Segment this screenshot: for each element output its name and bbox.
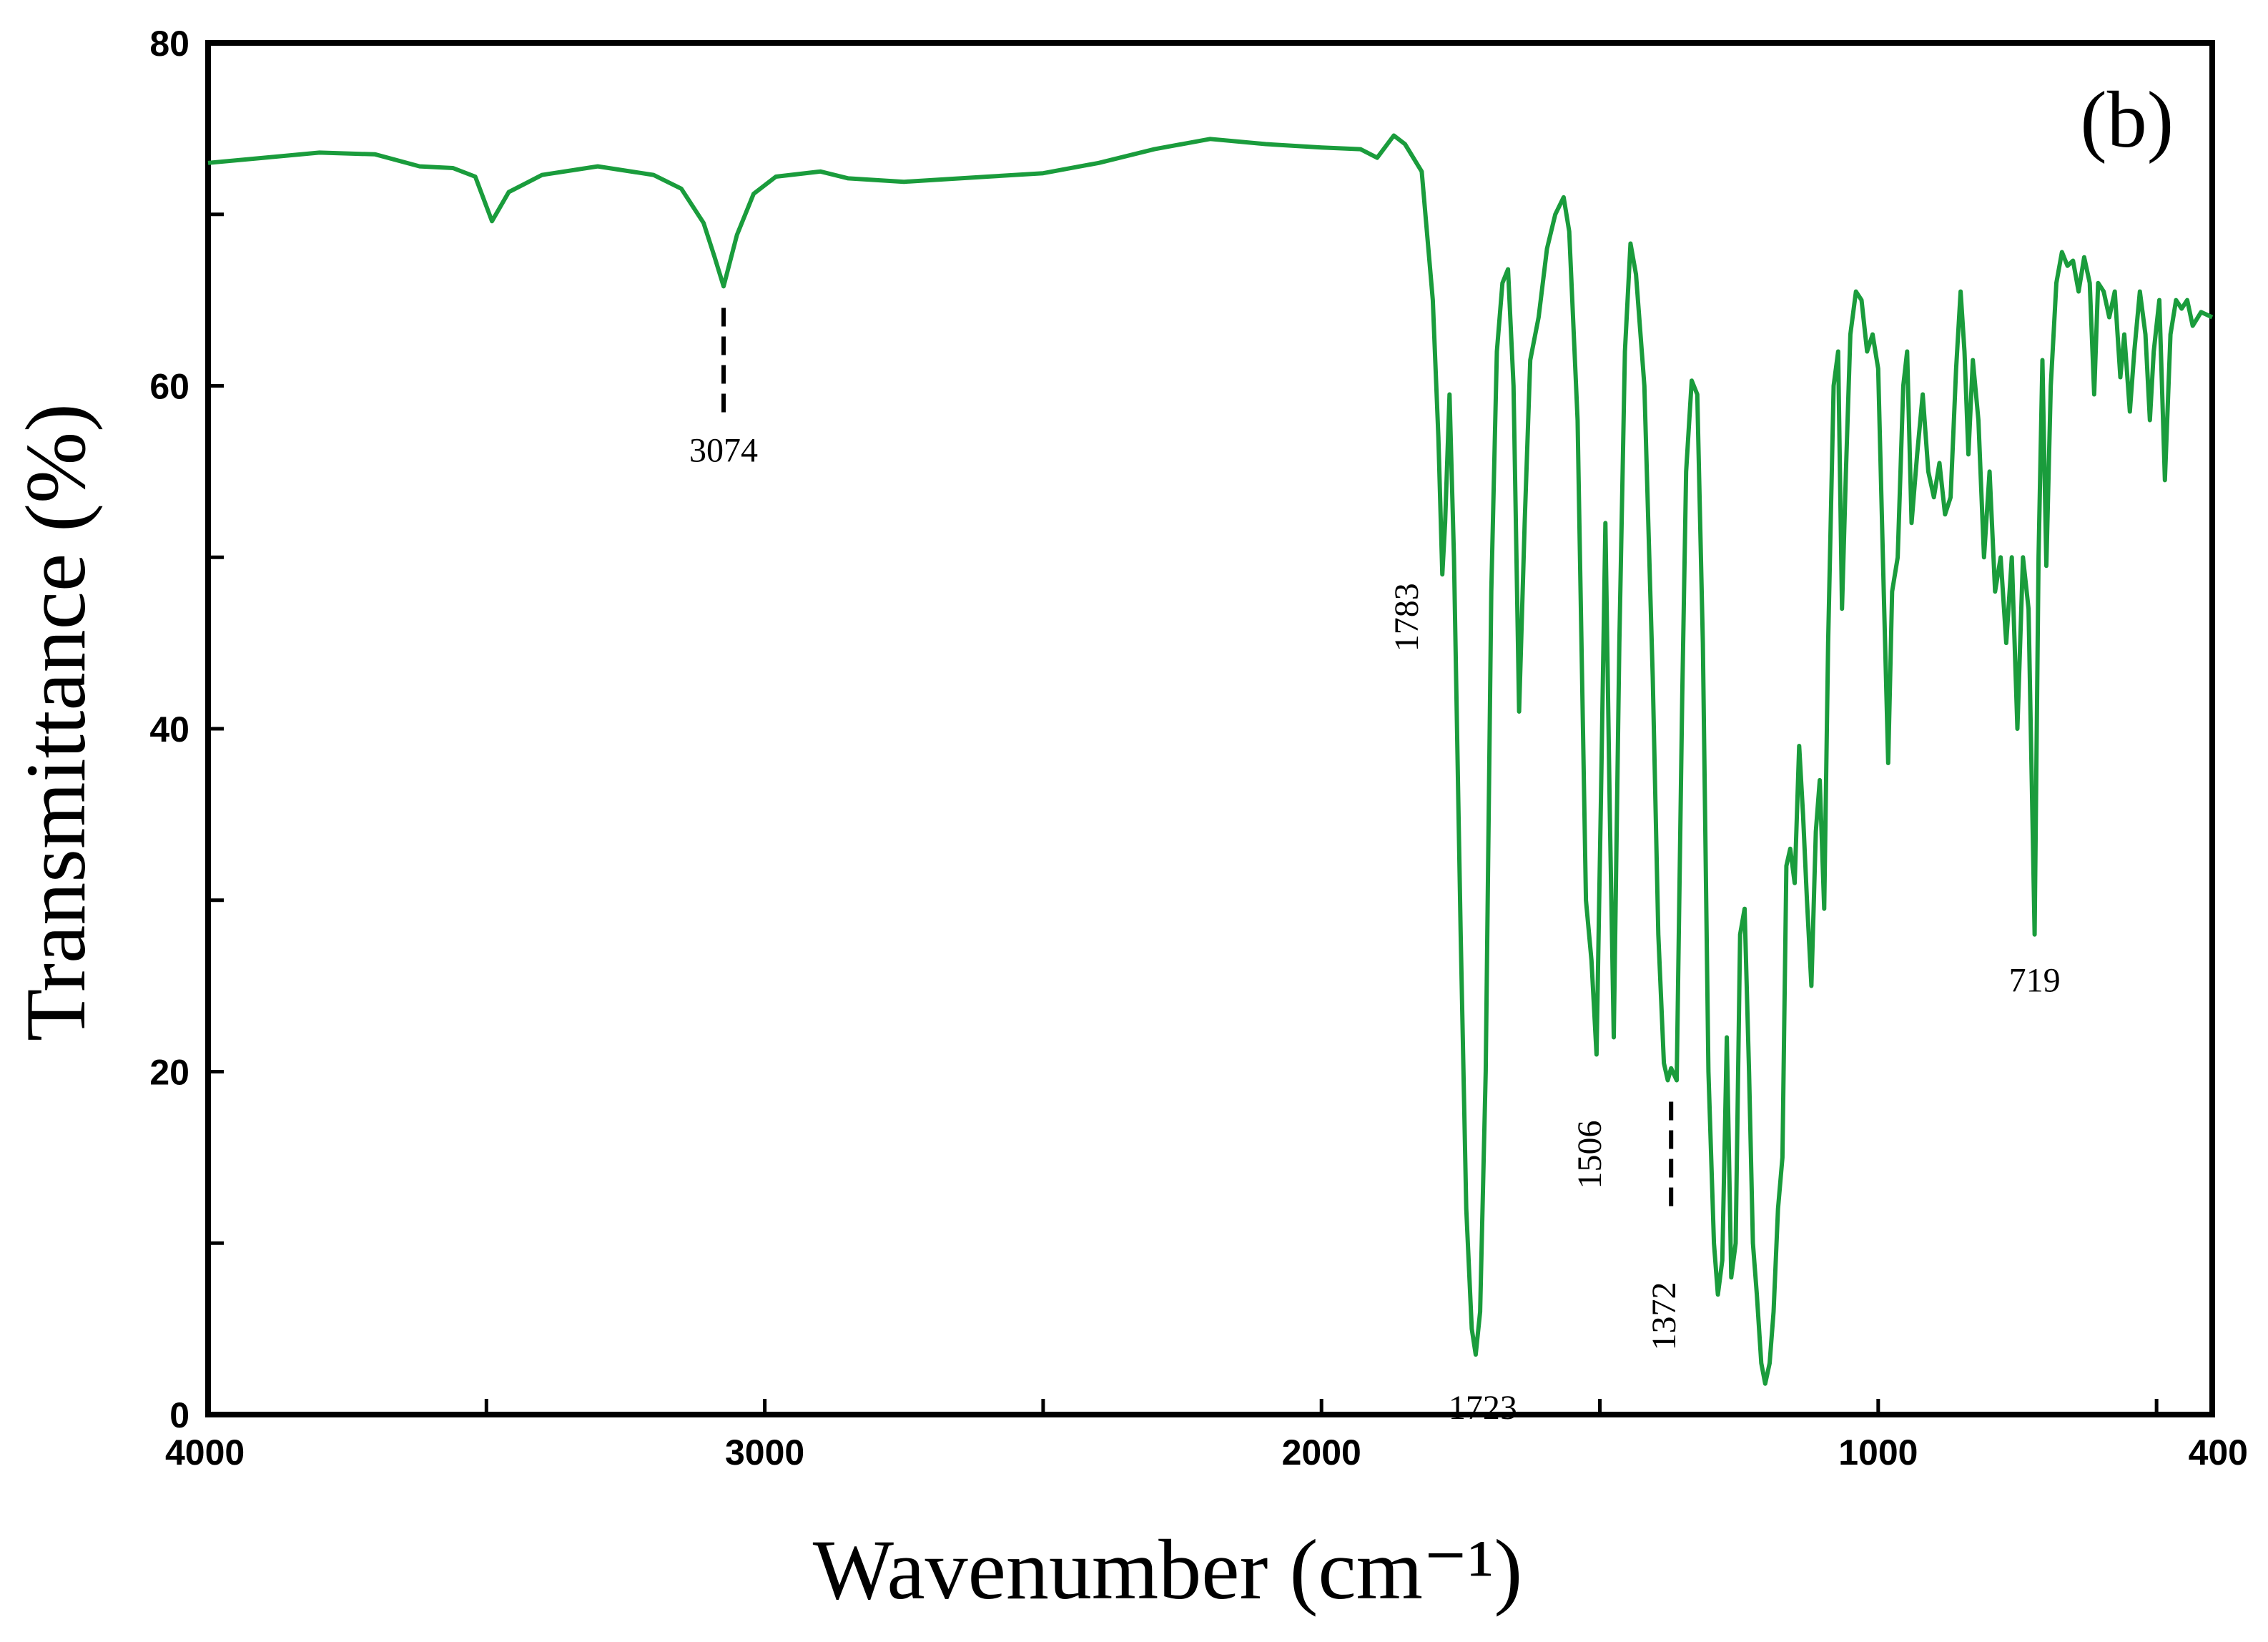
y-axis-title: Transmittance (%): [8, 403, 103, 1041]
y-tick-label: 40: [149, 709, 189, 749]
peak-annotation-3074: 3074: [689, 431, 758, 469]
series-line: [207, 133, 2214, 1386]
peak-annotation-1783: 1783: [1388, 583, 1426, 652]
y-tick-label: 0: [169, 1395, 189, 1435]
x-tick-label: 1000: [1838, 1432, 1918, 1473]
plot-frame: [205, 40, 2215, 1417]
x-tick-label: 3000: [725, 1432, 804, 1473]
panel-label: (b): [2080, 76, 2174, 164]
x-axis-title: Wavenumber (cm⁻¹): [813, 1522, 1523, 1617]
peak-annotation-1723: 1723: [1449, 1389, 1517, 1427]
peak-annotation-719: 719: [2009, 962, 2061, 1000]
peak-annotation-1506: 1506: [1571, 1121, 1609, 1189]
axis-ticks: [206, 41, 2159, 1417]
x-tick-label: 400: [2189, 1432, 2248, 1473]
x-tick-label: 4000: [165, 1432, 245, 1473]
y-tick-label: 80: [149, 24, 189, 64]
y-tick-label: 60: [149, 367, 189, 407]
peak-annotations: 3074 1783 1723 1506 1372 719: [689, 308, 2061, 1427]
peak-annotation-1372: 1372: [1645, 1282, 1683, 1350]
y-tick-label: 20: [149, 1053, 189, 1093]
x-tick-label: 2000: [1282, 1432, 1361, 1473]
